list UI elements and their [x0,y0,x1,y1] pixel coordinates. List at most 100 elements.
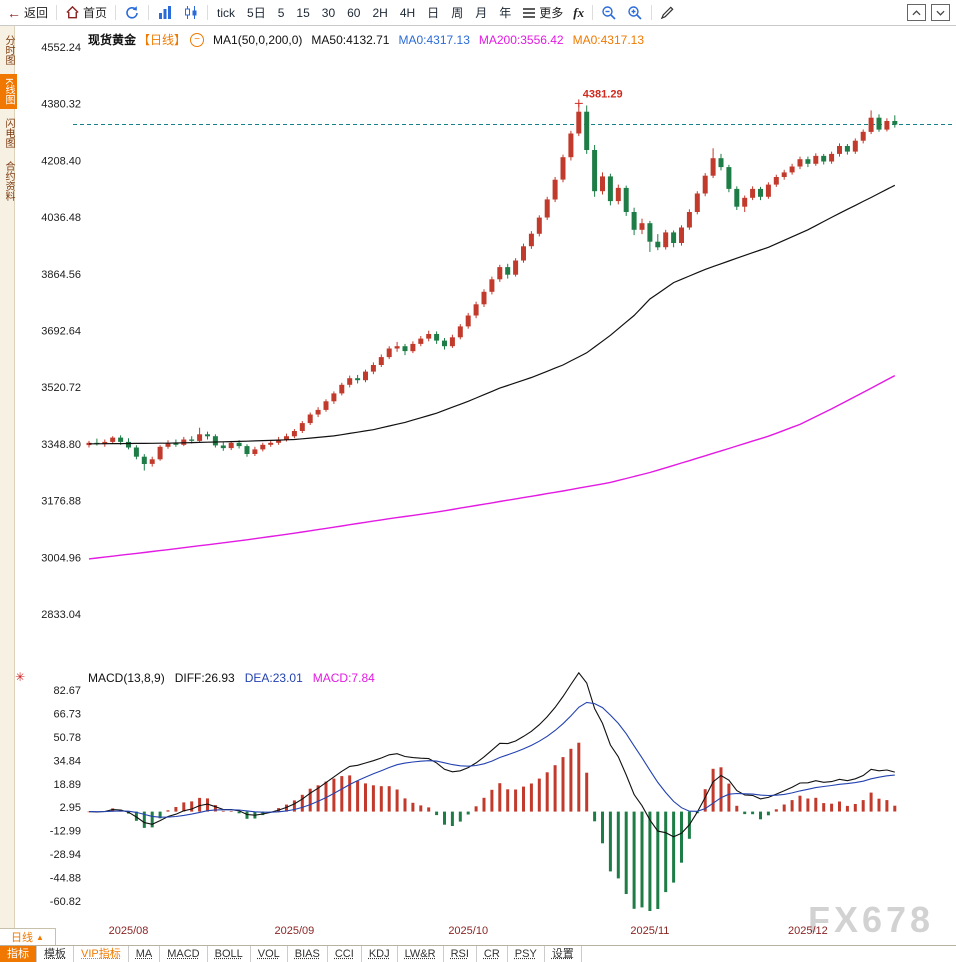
bottom-tab-11[interactable]: RSI [444,946,477,962]
zoom-in-button[interactable] [622,5,648,21]
period-selector-label: 日线 [11,932,34,944]
bottom-tab-bar: 指标 模板 VIP指标 MA MACD BOLL VOL BIAS CCI KDJ LW&R RSI C… [0,945,956,962]
draw-button[interactable] [655,5,680,20]
ma200-line [88,374,896,560]
window-controls [907,4,954,21]
svg-text:3864.56: 3864.56 [41,269,81,281]
refresh-button[interactable] [119,5,145,21]
back-button[interactable]: ← 返回 [2,4,53,21]
ma200-value: MA200:3556.42 [478,32,564,47]
collapse-panel-button[interactable] [907,4,926,21]
bottom-tab-7[interactable]: BIAS [288,946,328,962]
bottom-tab-8[interactable]: CCI [328,946,362,962]
dea-value: DEA:23.01 [244,671,303,685]
bottom-tab-10[interactable]: LW&R [398,946,444,962]
svg-text:3176.88: 3176.88 [41,496,81,508]
bottom-tab-4[interactable]: MACD [160,946,208,962]
ma50-value: MA50:4132.71 [311,32,390,47]
candle-chart-icon [183,5,199,20]
bottom-tab-9[interactable]: KDJ [362,946,398,962]
macd-histogram [87,742,897,911]
period-button-3[interactable]: 15 [296,5,310,20]
bottom-tab-2[interactable]: VIP指标 [74,946,129,962]
fx-indicator-button[interactable]: fx [568,5,589,21]
period-button-6[interactable]: 2H [372,5,388,20]
period-button-2[interactable]: 5 [277,5,285,20]
home-button[interactable]: 首页 [60,4,112,21]
period-button-4[interactable]: 30 [321,5,336,20]
pencil-icon [660,5,675,20]
svg-text:18.89: 18.89 [53,779,81,791]
svg-text:4036.48: 4036.48 [41,212,81,224]
collapse-indicator-icon[interactable]: − [190,32,205,47]
more-label: 更多 [539,6,564,20]
zoom-out-icon [601,5,617,21]
back-label: 返回 [24,6,49,20]
top-toolbar: ← 返回 首页 tick 5日 5 15 30 60 2H 4H 日周月年 更多 fx [0,0,956,26]
period-button-7[interactable]: 4H [399,5,416,20]
bottom-tab-14[interactable]: 设置 [545,946,582,962]
bottom-tab-3[interactable]: MA [129,946,161,962]
dea-line [88,701,895,818]
sidebar-item-2[interactable]: 闪电图 [3,117,14,148]
ma-settings-label: MA1(50,0,200,0) [213,32,303,47]
period-button-1[interactable]: 5日 [247,6,266,20]
diff-line [88,671,895,838]
sidebar-item-3[interactable]: 合约资料 [3,160,14,201]
bottom-tab-0[interactable]: 指标 [0,946,37,962]
expand-panel-button[interactable] [931,4,950,21]
zoom-out-button[interactable] [596,5,622,21]
toolbar-separator [207,5,209,20]
svg-text:FX678: FX678 [808,899,934,940]
candlestick-layer [86,103,898,471]
period-buttons: tick 5日 5 15 30 60 2H 4H 日周月年 [211,4,517,21]
svg-text:-44.88: -44.88 [50,873,81,885]
bottom-tab-1[interactable]: 模板 [37,946,74,962]
home-label: 首页 [83,6,108,20]
more-button[interactable]: 更多 [517,4,568,21]
symbol-name: 现货黄金 [88,33,137,47]
ma50-line [89,184,896,445]
svg-text:2025/12: 2025/12 [788,925,828,937]
price-axis-labels: 4552.24 4380.32 4208.40 4036.48 3864.56 3692.… [41,42,81,621]
candlestick-chart[interactable]: FX678 4552.24 4380.32 4208.40 4036.48 3864.56… [15,26,956,945]
bar-chart-type-button[interactable] [152,5,178,20]
bottom-tab-13[interactable]: PSY [508,946,545,962]
indicator-settings-icon[interactable]: ✳ [15,670,26,684]
period-button-10[interactable]: 月 [475,6,488,20]
bottom-tab-6[interactable]: VOL [251,946,288,962]
period-button-11[interactable]: 年 [499,6,512,20]
watermark: FX678 [808,899,934,940]
legend-head: 现货黄金 【日线】 − [88,31,205,48]
svg-text:2025/11: 2025/11 [630,925,669,937]
svg-text:4208.40: 4208.40 [41,155,81,167]
zoom-in-icon [627,5,643,21]
period-button-8[interactable]: 日 [427,6,440,20]
bottom-tab-5[interactable]: BOLL [208,946,251,962]
svg-text:50.78: 50.78 [53,732,81,744]
period-button-0[interactable]: tick [217,5,236,20]
date-axis-labels: 2025/08 2025/09 2025/10 2025/11 2025/12 [109,925,828,937]
macd-axis-labels: 82.67 66.73 50.78 34.84 18.89 2.95 -12.99 -28.9… [50,685,81,908]
toolbar-separator [592,5,594,20]
svg-text:3348.80: 3348.80 [41,439,81,451]
diff-value: DIFF:26.93 [174,671,235,685]
svg-text:66.73: 66.73 [53,708,81,720]
period-button-5[interactable]: 60 [347,5,361,20]
svg-text:4381.29: 4381.29 [583,88,623,100]
sidebar-item-1[interactable]: K线图 [0,74,17,109]
toolbar-separator [148,5,150,20]
refresh-icon [124,5,140,21]
svg-text:2025/10: 2025/10 [448,925,488,937]
candle-chart-type-button[interactable] [178,5,204,20]
svg-text:82.67: 82.67 [53,685,81,697]
svg-text:3004.96: 3004.96 [41,552,81,564]
ma0-value-blue: MA0:4317.13 [398,32,470,47]
period-selector[interactable]: 日线 ▲ [0,928,56,945]
left-sidebar: 分时图 K线图闪电图合约资料 [0,26,17,928]
period-button-9[interactable]: 周 [451,6,464,20]
bottom-tab-12[interactable]: CR [477,946,508,962]
sidebar-item-0[interactable]: 分时图 [3,35,14,65]
svg-text:4380.32: 4380.32 [41,99,81,111]
svg-text:-60.82: -60.82 [50,896,81,908]
